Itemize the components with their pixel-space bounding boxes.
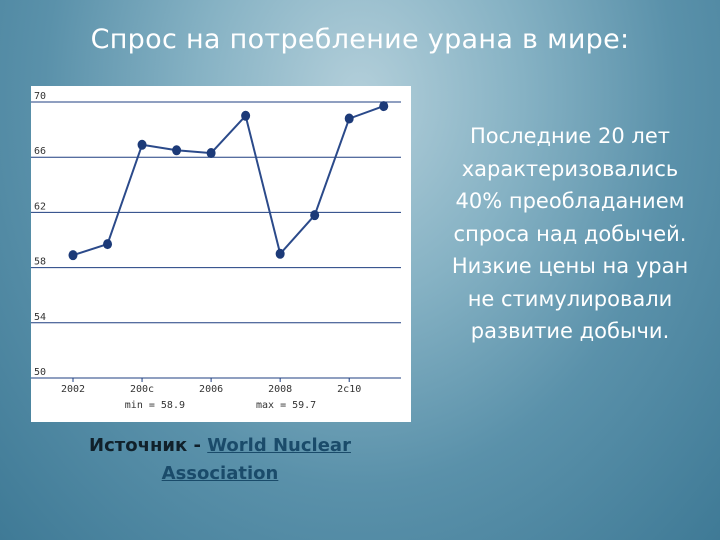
source-link-continued[interactable]: Association [161, 463, 279, 484]
body-line: не стимулировали [467, 286, 673, 311]
data-point [137, 139, 147, 150]
data-point [103, 239, 113, 250]
source-caption: Источник - World Nuclear Association [60, 432, 380, 488]
body-line: спроса над добычей. [453, 221, 687, 246]
x-tick-label: 2c10 [337, 384, 361, 395]
series-line [72, 105, 385, 257]
chart-panel: 70 66 62 58 54 50 2002 200c 2006 2008 2c10 min = 58… [31, 86, 411, 422]
x-tick-label: 2006 [199, 384, 223, 395]
max-label: max = 59.7 [256, 400, 316, 411]
x-tick-label: 2002 [61, 384, 85, 395]
body-text: Последние 20 лет характеризовались 40% п… [420, 120, 720, 348]
x-tick-label: 2008 [268, 384, 292, 395]
body-line: характеризовались [461, 156, 679, 181]
y-tick-label: 66 [34, 146, 46, 157]
data-point [172, 145, 182, 156]
y-tick-label: 70 [34, 91, 46, 102]
data-point [275, 248, 285, 259]
y-tick-label: 50 [34, 367, 46, 378]
min-label: min = 58.9 [125, 400, 185, 411]
y-tick-label: 58 [34, 257, 46, 268]
data-point [206, 148, 216, 159]
y-tick-label: 62 [34, 201, 46, 212]
body-line: Последние 20 лет [470, 124, 670, 148]
data-point [310, 210, 320, 221]
body-line: развитие добычи. [470, 319, 670, 343]
source-link[interactable]: World Nuclear [207, 435, 351, 456]
data-point [241, 110, 251, 121]
data-point [379, 101, 389, 112]
source-prefix: Источник - [89, 435, 208, 456]
slide-title: Спрос на потребление урана в мире: [90, 24, 630, 55]
data-point [68, 250, 78, 261]
y-tick-label: 54 [34, 312, 46, 323]
data-point [344, 113, 354, 124]
x-tick-label: 200c [130, 384, 154, 395]
line-chart: 70 66 62 58 54 50 2002 200c 2006 2008 2c10 min = 58… [31, 91, 401, 411]
body-line: 40% преобладанием [455, 189, 685, 213]
body-line: Низкие цены на уран [451, 254, 689, 278]
